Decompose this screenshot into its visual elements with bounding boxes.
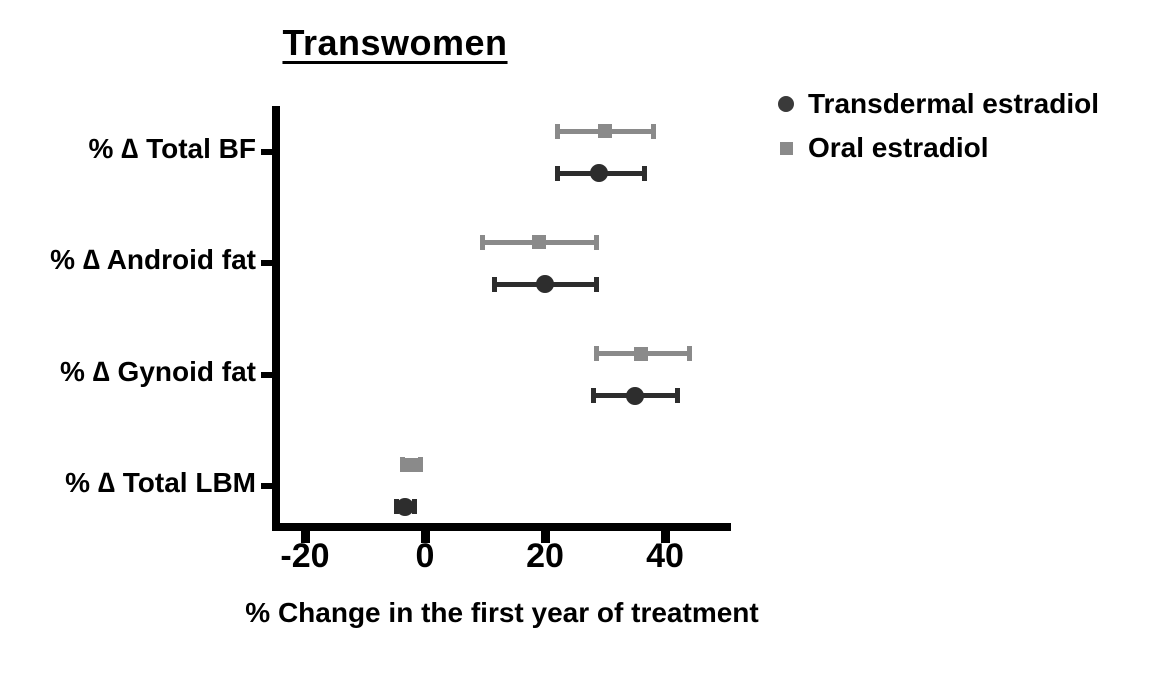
x-tick-mark [420,531,430,543]
error-bar-cap-left [554,165,560,181]
error-bar-cap-left [479,234,485,250]
error-bar-cap-right [650,123,656,139]
x-axis-title: % Change in the first year of treatment [245,597,759,628]
square-data-marker [598,124,612,138]
error-bar-cap-right [641,165,647,181]
legend: Transdermal estradiol Oral estradiol [778,82,1099,170]
circle-data-marker [590,164,608,182]
x-axis-spine [272,523,731,531]
legend-row-oral: Oral estradiol [778,126,1099,170]
error-bar-cap-right [417,457,423,473]
category-label: % ∆ Total LBM [65,466,256,498]
square-marker-icon [780,141,793,155]
legend-label: Transdermal estradiol [808,88,1100,119]
x-tick-mark [660,531,670,543]
error-bar-cap-left [399,457,405,473]
error-bar-cap-right [593,276,599,292]
category-label: % ∆ Android fat [50,244,256,276]
x-tick-label: 20 [526,537,564,575]
x-tick-mark [300,531,310,543]
category-tick-mark [261,149,272,155]
square-data-marker [532,235,546,250]
category-tick-mark [261,260,272,267]
x-tick-label: -20 [280,537,330,575]
error-bar-cap-left [554,123,560,139]
legend-label: Oral estradiol [808,132,989,163]
category-label: % ∆ Total BF [88,133,257,164]
circle-marker-icon [778,96,794,112]
category-tick-mark [261,371,272,378]
chart-title: Transwomen [282,22,508,63]
category-tick-mark [261,482,272,489]
error-bar-cap-right [411,499,417,515]
error-bar-cap-right [593,234,599,250]
circle-data-marker [396,497,415,516]
circle-data-marker [536,275,554,294]
x-tick-label: 0 [415,537,435,575]
error-bar-cap-left [593,346,599,362]
category-label: % ∆ Gynoid fat [59,355,256,387]
error-bar-cap-left [491,276,497,292]
y-axis-spine [272,106,280,531]
legend-row-transdermal: Transdermal estradiol [778,82,1099,126]
x-tick-label: 40 [646,537,684,575]
error-bar-cap-left [590,388,596,404]
circle-data-marker [626,386,644,405]
x-tick-mark [540,531,550,543]
square-data-marker [404,457,419,472]
error-bar-cap-right [686,346,692,362]
error-bar-cap-right [674,388,680,404]
square-data-marker [634,346,648,361]
